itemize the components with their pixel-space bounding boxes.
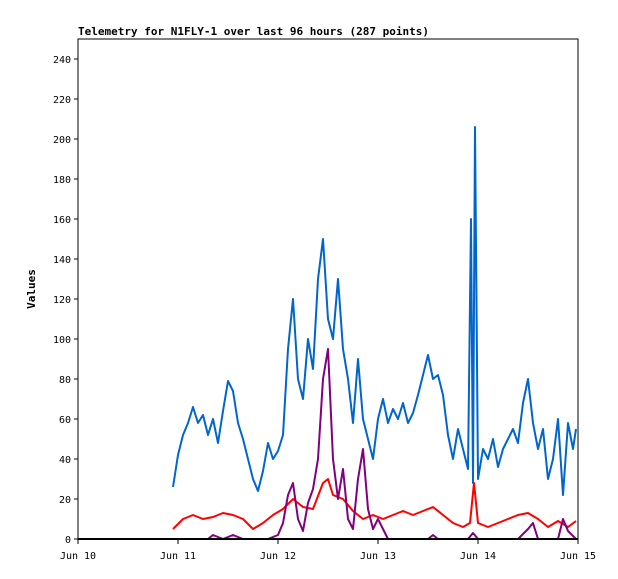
series-group — [78, 126, 578, 540]
y-tick-label: 100 — [53, 335, 71, 346]
y-axis-label: Values — [25, 269, 38, 309]
x-tick-label: Jun 15 — [560, 551, 596, 562]
x-tick-label: Jun 11 — [160, 551, 196, 562]
y-tick-label: 120 — [53, 295, 71, 306]
y-tick-label: 160 — [53, 215, 71, 226]
x-axis: Jun 10 Jun 11 Jun 12 Jun 13 Jun 14 Jun 15 — [60, 539, 596, 562]
y-tick-label: 220 — [53, 95, 71, 106]
x-tick-label: Jun 14 — [460, 551, 496, 562]
x-tick-label: Jun 10 — [60, 551, 96, 562]
y-tick-label: 180 — [53, 175, 71, 186]
series-line-1 — [172, 126, 577, 496]
y-tick-label: 240 — [53, 55, 71, 66]
x-tick-label: Jun 12 — [260, 551, 296, 562]
plot-frame — [77, 38, 579, 540]
y-tick-label: 200 — [53, 135, 71, 146]
y-tick-label: 20 — [59, 495, 71, 506]
x-tick-label: Jun 13 — [360, 551, 396, 562]
y-tick-label: 140 — [53, 255, 71, 266]
y-axis: 0 20 40 60 80 100 120 140 160 180 200 220 240 — [53, 55, 78, 546]
series-line-2 — [172, 478, 577, 530]
y-tick-label: 0 — [65, 535, 71, 546]
chart-title: Telemetry for N1FLY-1 over last 96 hours… — [78, 25, 429, 38]
y-tick-label: 80 — [59, 375, 71, 386]
y-tick-label: 60 — [59, 415, 71, 426]
y-tick-label: 40 — [59, 455, 71, 466]
